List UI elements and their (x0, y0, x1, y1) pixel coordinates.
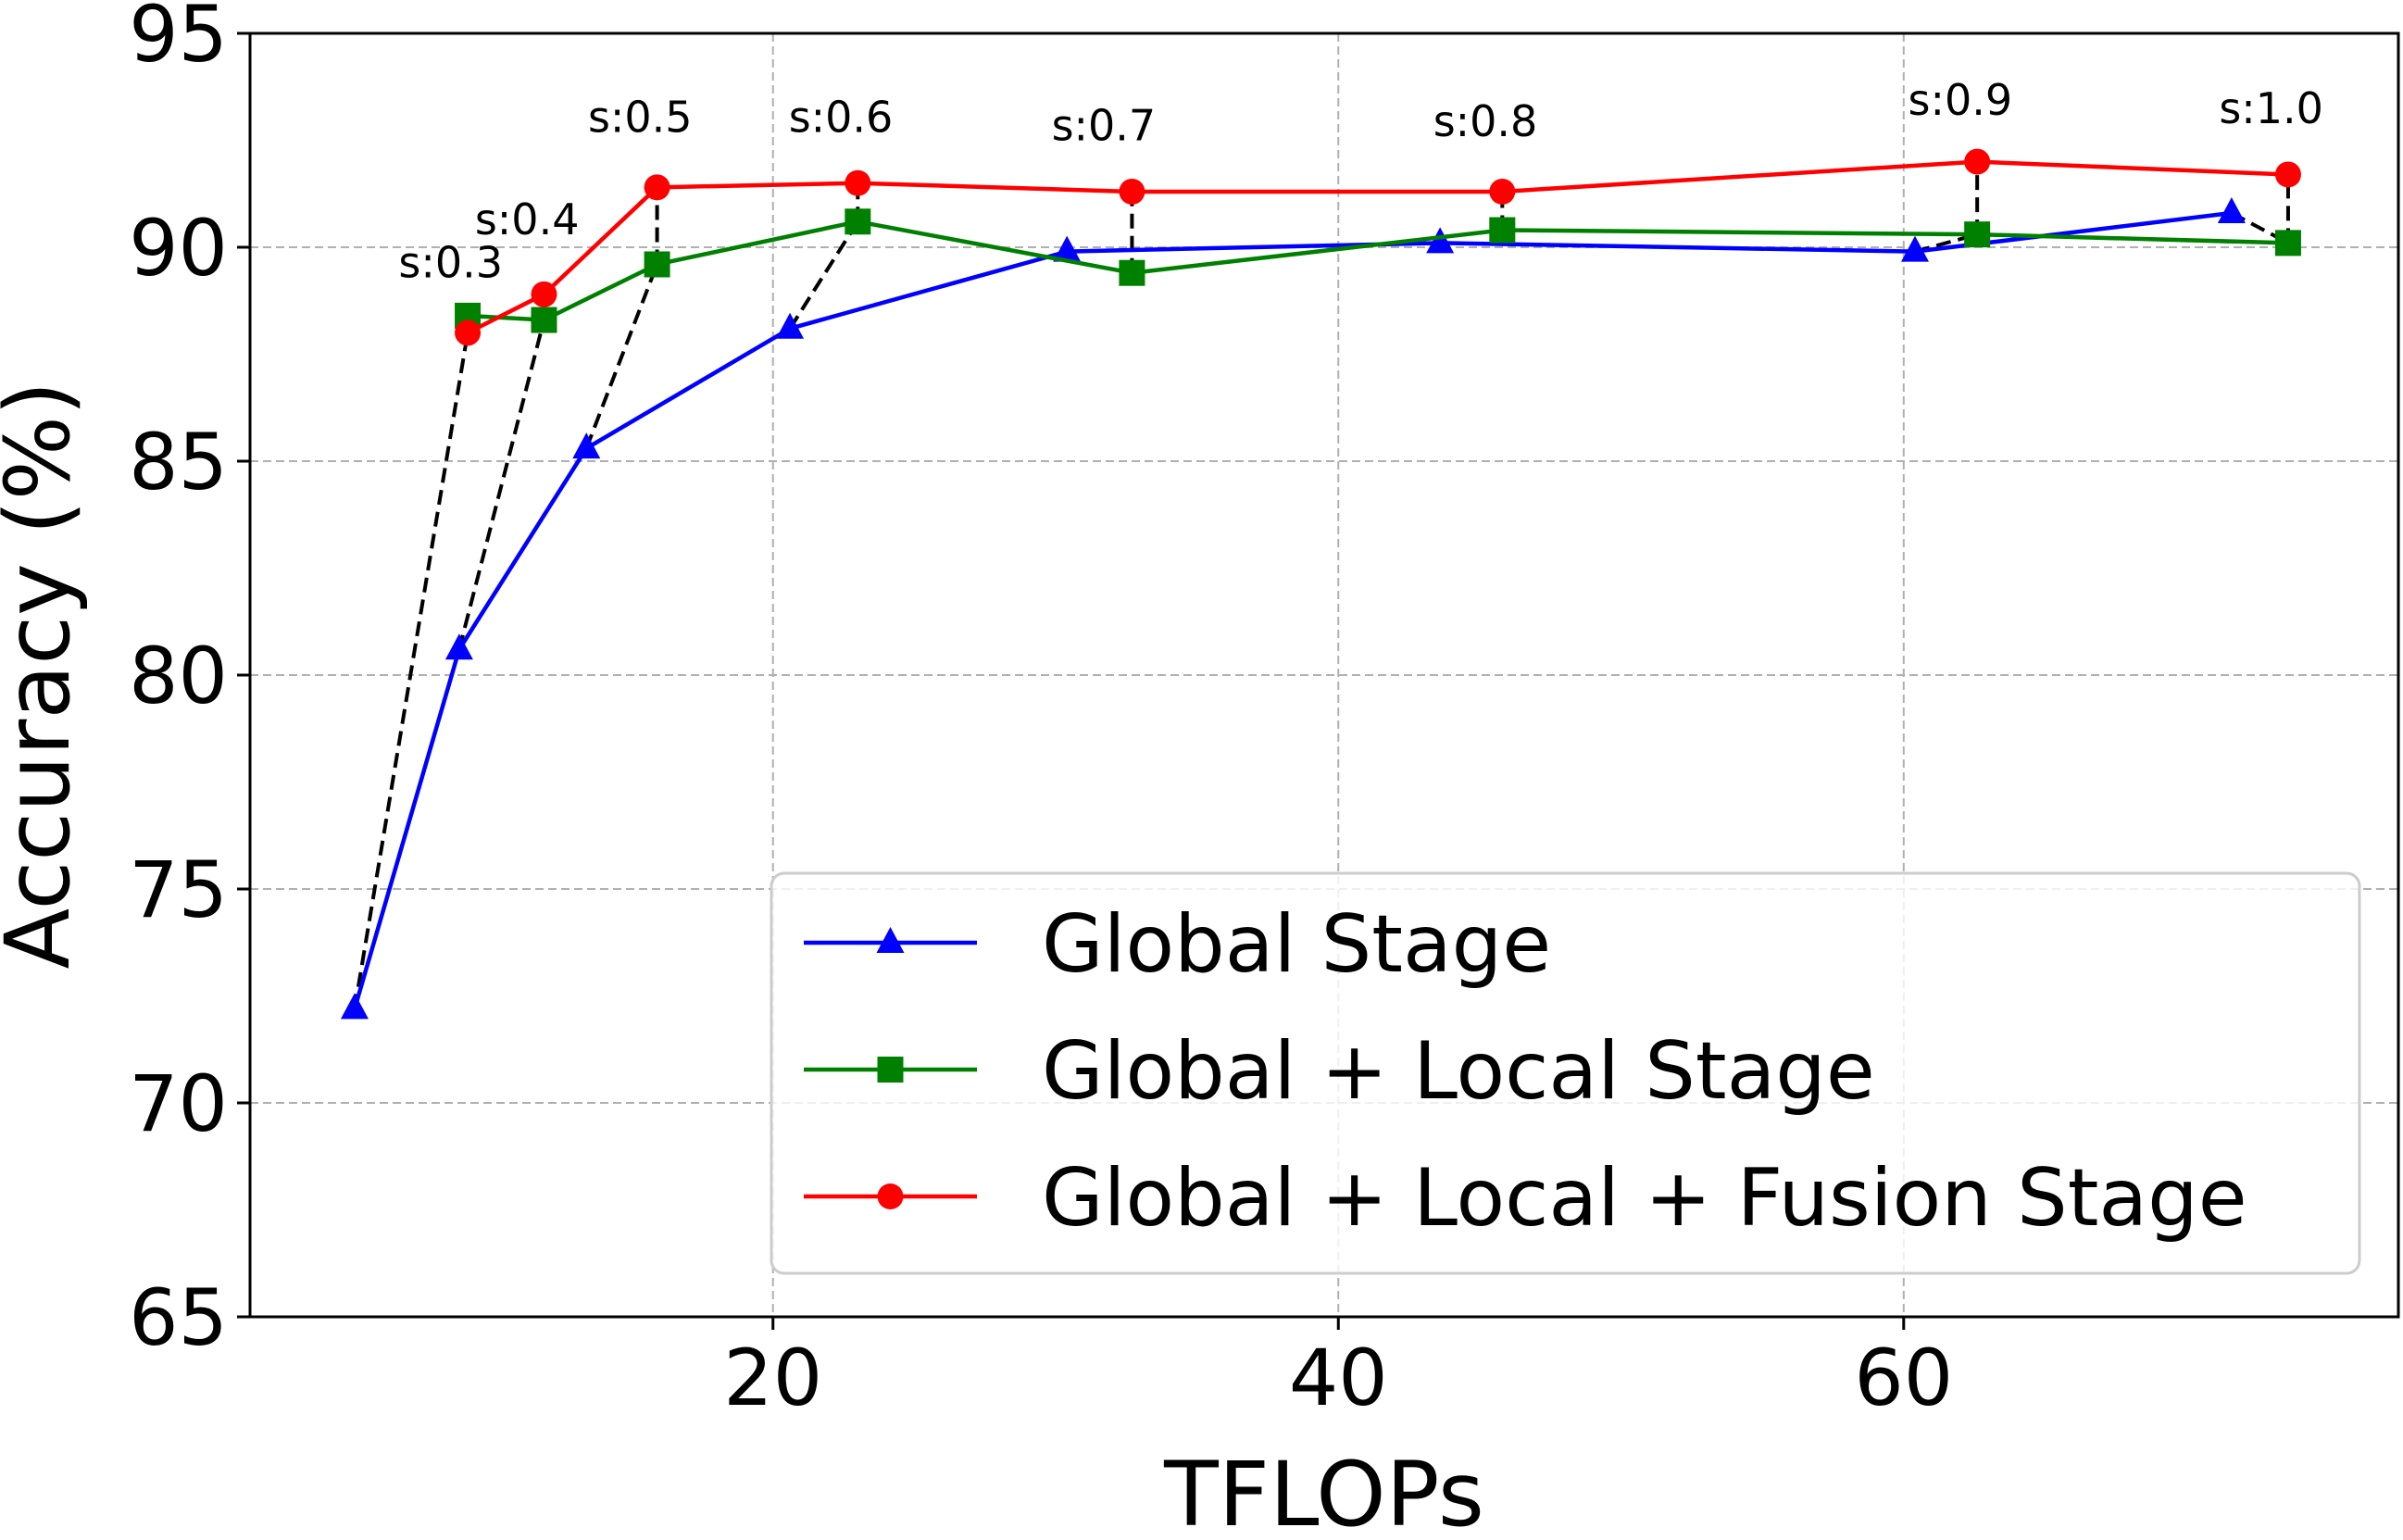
y-tick-label: 85 (129, 417, 228, 507)
x-tick-label: 40 (1289, 1333, 1388, 1423)
dashed-connector (584, 263, 659, 449)
global-local-fusion-line (467, 159, 2289, 335)
y-tick-label: 95 (129, 0, 228, 80)
axis-ticks: 65 70 75 80 85 90 95 20 40 60 (129, 0, 1953, 1423)
sparsity-label: s:1.0 (2219, 83, 2323, 133)
y-tick-label: 75 (129, 845, 228, 935)
legend-global-label: Global Stage (1042, 898, 1551, 991)
global-local-fusion-point (1119, 178, 1145, 205)
y-axis-title: Accuracy (%) (0, 382, 90, 970)
global-point (776, 312, 805, 339)
annotations: s:0.3s:0.4 s:0.5 s:0.6 s:0.7 s:0.8 s:0.9 s:1.0 (398, 75, 2323, 288)
legend-global-marker (876, 927, 905, 953)
global-point (1901, 235, 1929, 262)
sparsity-label: s:0.5 (588, 92, 693, 142)
global-local-point (1964, 221, 1991, 248)
series (340, 148, 2301, 1020)
global-point (572, 432, 601, 459)
global-local-point (644, 251, 670, 278)
global-local-fusion-point (644, 174, 670, 201)
legend: Global Stage Global + Local Stage Global +… (770, 871, 2361, 1275)
global-local-fusion-point (531, 281, 557, 307)
global-local-point (2274, 230, 2301, 257)
y-tick-label: 80 (129, 631, 228, 721)
y-tick-label: 65 (129, 1272, 228, 1363)
global-local-fusion-point (2274, 161, 2301, 188)
global-point (1426, 227, 1455, 254)
sparsity-label: s:0.6 (789, 92, 894, 142)
dashed-connector (352, 332, 470, 1009)
sparsity-label: s:0.3 (398, 237, 503, 287)
y-tick-label: 90 (129, 203, 228, 294)
global-local-point (531, 307, 557, 333)
x-axis-title: TFLOPs (1163, 1443, 1484, 1540)
sparsity-label: s:0.4 (475, 194, 580, 244)
global-point (444, 633, 473, 660)
global-point (1053, 235, 1082, 262)
global-local-point (1489, 217, 1516, 244)
legend-box (770, 871, 2361, 1275)
global-point (340, 993, 369, 1020)
global-local-line (467, 219, 2289, 322)
global-local-fusion-point (1964, 148, 1991, 175)
y-tick-label: 70 (129, 1058, 228, 1149)
legend-global-local-marker (877, 1057, 904, 1083)
dashed-connector (457, 319, 546, 650)
legend-global-local-label: Global + Local Stage (1042, 1025, 1875, 1118)
legend-global-local-fusion-marker (877, 1183, 904, 1209)
global-line (352, 210, 2233, 1009)
global-local-point (845, 208, 871, 235)
sparsity-label: s:0.9 (1909, 75, 2013, 125)
legend-global-local-fusion-label: Global + Local + Fusion Stage (1042, 1152, 2247, 1245)
x-tick-label: 60 (1854, 1333, 1953, 1423)
global-local-fusion-point (1489, 178, 1516, 205)
global-local-fusion-point (455, 319, 482, 346)
sparsity-label: s:0.7 (1052, 101, 1157, 151)
sparsity-label: s:0.8 (1433, 96, 1538, 146)
global-local-point (1119, 259, 1145, 286)
global-point (2217, 197, 2246, 224)
global-local-fusion-point (845, 169, 871, 196)
x-tick-label: 20 (723, 1333, 822, 1423)
